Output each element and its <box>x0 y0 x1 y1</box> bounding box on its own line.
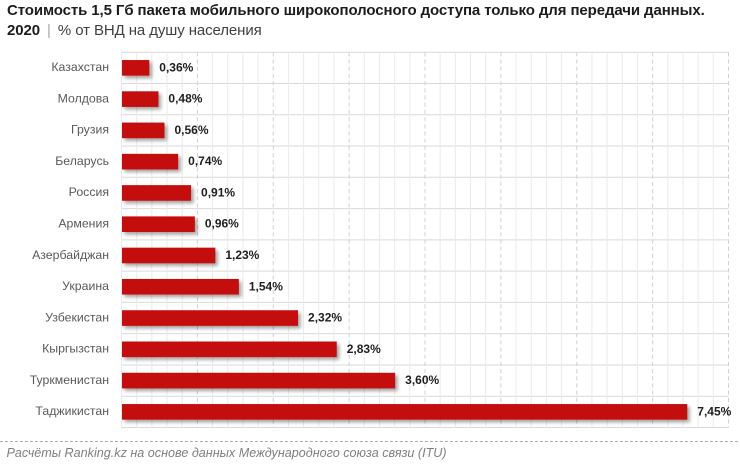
svg-text:1,54%: 1,54% <box>249 279 283 293</box>
svg-text:0,36%: 0,36% <box>159 60 193 74</box>
svg-text:Туркменистан: Туркменистан <box>30 373 109 387</box>
svg-text:7,45%: 7,45% <box>697 404 731 418</box>
svg-text:2,32%: 2,32% <box>308 311 342 325</box>
svg-text:2,83%: 2,83% <box>347 342 381 356</box>
svg-text:0,74%: 0,74% <box>188 154 222 168</box>
svg-text:Узбекистан: Узбекистан <box>45 310 109 324</box>
svg-text:3,60%: 3,60% <box>405 373 439 387</box>
svg-text:Украина: Украина <box>62 279 109 293</box>
svg-text:0,56%: 0,56% <box>174 123 208 137</box>
svg-text:0,96%: 0,96% <box>205 217 239 231</box>
svg-text:Армения: Армения <box>58 217 109 231</box>
svg-text:Азербайджан: Азербайджан <box>32 248 109 262</box>
svg-text:1,23%: 1,23% <box>225 248 259 262</box>
svg-text:Беларусь: Беларусь <box>55 154 109 168</box>
svg-text:Грузия: Грузия <box>71 123 109 137</box>
svg-text:Россия: Россия <box>69 185 109 199</box>
svg-text:Кыргызстан: Кыргызстан <box>42 342 109 356</box>
svg-text:0,48%: 0,48% <box>168 92 202 106</box>
svg-text:Казахстан: Казахстан <box>51 60 109 74</box>
svg-text:Таджикистан: Таджикистан <box>35 404 109 418</box>
svg-text:Молдова: Молдова <box>58 91 110 105</box>
svg-text:0,91%: 0,91% <box>201 185 235 199</box>
